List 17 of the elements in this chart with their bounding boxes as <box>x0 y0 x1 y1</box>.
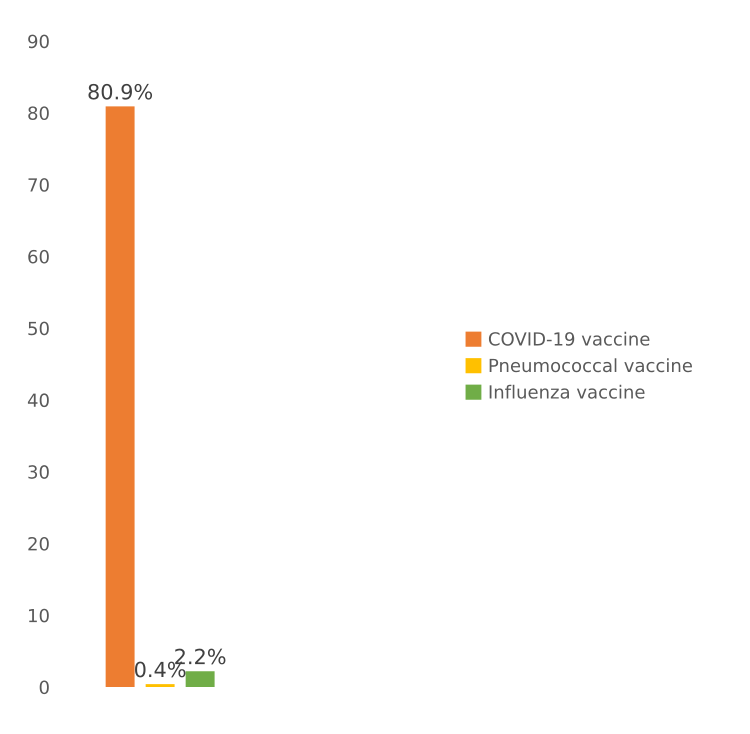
y-tick-label: 70 <box>28 178 49 192</box>
y-tick-label: 80 <box>28 106 49 120</box>
y-tick-label: 30 <box>28 465 49 479</box>
y-tick-label: 0 <box>40 680 49 694</box>
y-tick-label: 50 <box>28 322 49 336</box>
y-tick-label: 60 <box>28 250 49 264</box>
legend-label: COVID-19 vaccine <box>488 332 650 346</box>
y-tick-label: 90 <box>28 34 49 48</box>
data-label: 80.9% <box>88 84 152 100</box>
bar <box>106 106 135 688</box>
y-tick-label: 20 <box>28 536 49 551</box>
legend-label: Influenza vaccine <box>490 384 645 399</box>
y-tick-label: 10 <box>29 608 49 622</box>
legend-label: Pneumococcal vaccine <box>490 358 692 372</box>
bar <box>186 671 215 688</box>
y-tick-label: 40 <box>28 393 49 408</box>
bar <box>146 684 175 688</box>
